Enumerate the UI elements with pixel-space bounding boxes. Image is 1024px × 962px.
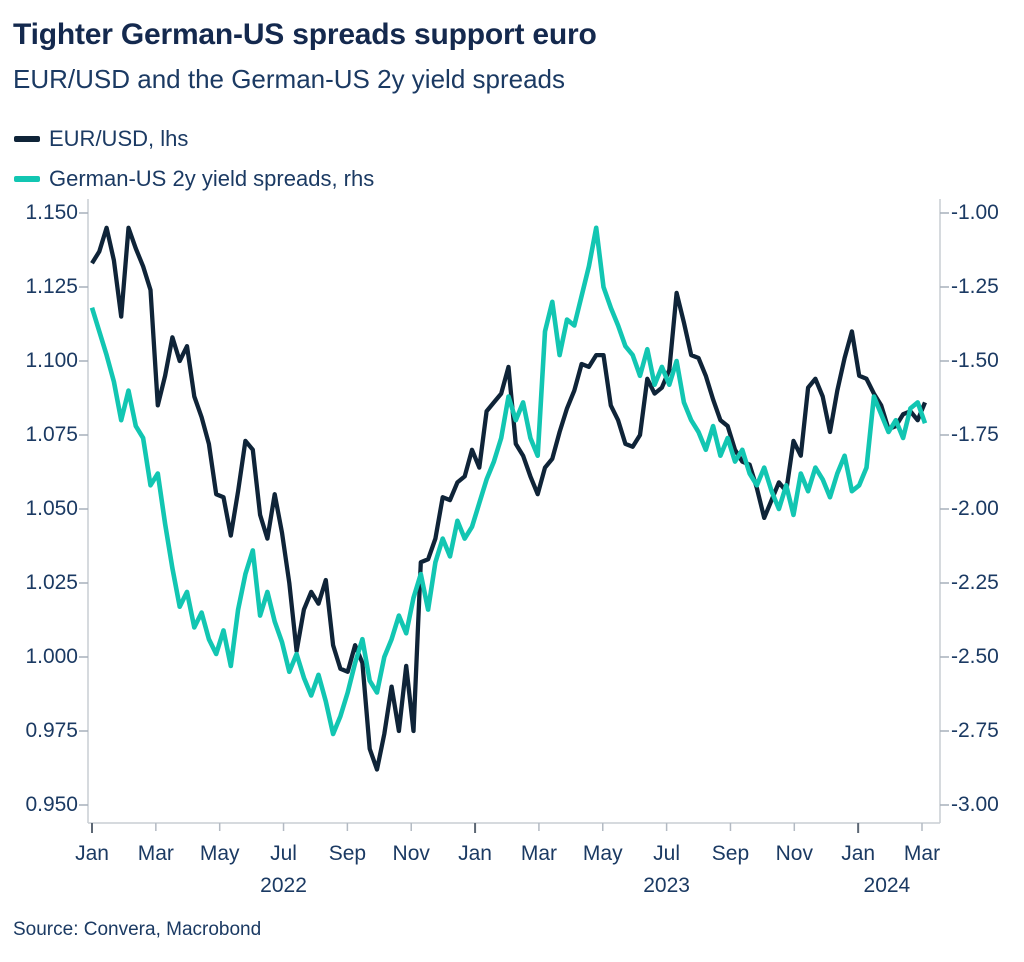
- x-axis-year-label: 2024: [863, 874, 911, 897]
- y-axis-right-tick-label: -1.75: [951, 423, 999, 446]
- y-axis-left-tick-label: 1.050: [25, 497, 78, 520]
- legend-label-spread: German-US 2y yield spreads, rhs: [49, 166, 375, 191]
- x-axis-month-label: May: [199, 842, 240, 865]
- y-axis-left-tick-label: 0.950: [25, 793, 78, 816]
- y-axis-right-tick-label: -3.00: [951, 793, 999, 816]
- legend-label-eurusd: EUR/USD, lhs: [49, 126, 189, 151]
- legend-item-spread: German-US 2y yield spreads, rhs: [14, 159, 374, 199]
- x-axis-month-label: May: [582, 842, 623, 865]
- y-axis-left-tick-label: 0.975: [25, 719, 78, 742]
- x-axis-month-label: Jan: [841, 842, 876, 865]
- x-axis-month-label: Jan: [458, 842, 492, 865]
- x-axis-month-label: Mar: [137, 842, 174, 865]
- y-axis-right-tick-label: -1.50: [951, 349, 999, 372]
- x-axis-month-label: Sep: [711, 842, 750, 865]
- eurusd-line-swatch-icon: [14, 136, 40, 142]
- y-axis-left-tick-label: 1.075: [25, 423, 78, 446]
- y-axis-right-tick-label: -2.00: [951, 497, 999, 520]
- y-axis-right-tick-label: -1.00: [951, 201, 999, 224]
- x-axis-month-label: Nov: [775, 842, 813, 865]
- eurusd-line: [90, 225, 927, 772]
- x-axis-month-label: Jan: [75, 842, 109, 865]
- x-axis-month-label: Mar: [903, 842, 941, 865]
- x-axis-month-label: Jul: [270, 842, 297, 865]
- y-axis-right-tick-label: -2.75: [951, 719, 999, 742]
- x-axis-month-label: Jul: [653, 842, 681, 865]
- x-axis-month-label: Sep: [328, 842, 367, 865]
- y-axis-left-tick-label: 1.125: [25, 275, 78, 298]
- x-axis-month-label: Mar: [520, 842, 557, 865]
- y-axis-right-tick-label: -1.25: [951, 275, 999, 298]
- y-axis-left-tick-label: 1.150: [25, 201, 78, 224]
- legend: EUR/USD, lhs German-US 2y yield spreads,…: [14, 119, 374, 199]
- legend-item-eurusd: EUR/USD, lhs: [14, 119, 374, 159]
- y-axis-left-tick-label: 1.000: [25, 645, 78, 668]
- spread-line: [89, 225, 928, 737]
- y-axis-right-tick-label: -2.25: [951, 571, 999, 594]
- y-axis-left-tick-label: 1.100: [25, 349, 78, 372]
- y-axis-left-tick-label: 1.025: [25, 571, 78, 594]
- spread-line-swatch-icon: [14, 176, 40, 182]
- x-axis-year-label: 2022: [260, 874, 307, 897]
- axes: [79, 199, 949, 833]
- x-axis-month-label: Nov: [392, 842, 430, 865]
- source-note: Source: Convera, Macrobond: [13, 919, 262, 940]
- y-axis-right-tick-label: -2.50: [951, 645, 999, 668]
- chart-title: Tighter German-US spreads support euro: [13, 18, 597, 51]
- x-axis-year-label: 2023: [643, 874, 690, 897]
- chart-subtitle: EUR/USD and the German-US 2y yield sprea…: [13, 64, 566, 94]
